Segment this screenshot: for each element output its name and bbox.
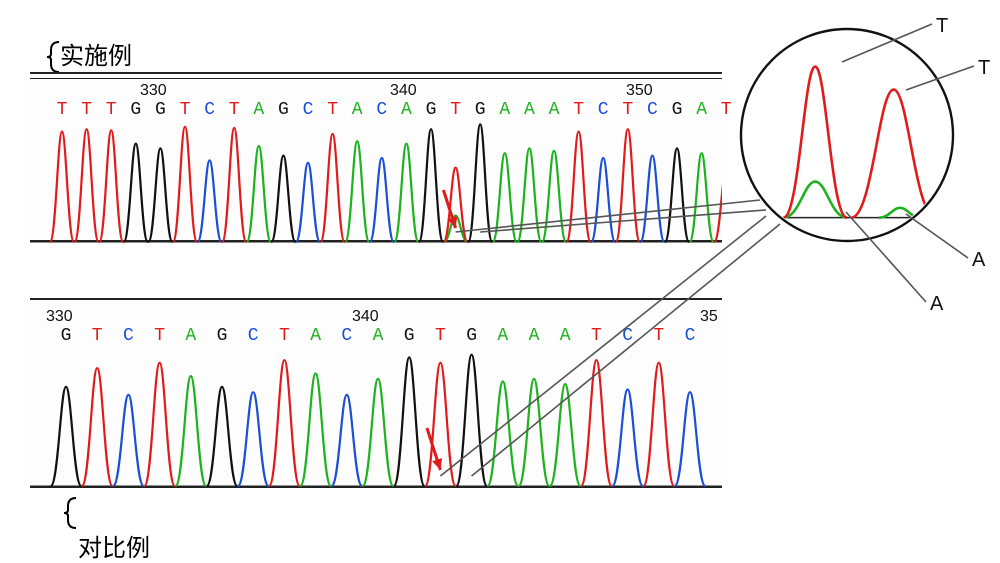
sequence-base: T xyxy=(586,326,606,346)
sequence-base: A xyxy=(524,326,544,346)
sequence-base: T xyxy=(618,100,638,120)
sequence-base: C xyxy=(680,326,700,346)
sequence-base: A xyxy=(519,100,539,120)
zoom-content xyxy=(741,67,953,218)
sequence-base: T xyxy=(224,100,244,120)
sequence-base: A xyxy=(249,100,269,120)
sequence-base: G xyxy=(212,326,232,346)
chromatogram-panel-top: 330340350TTTGGTCTAGCTACAGTGAAATCTCGAT xyxy=(30,72,722,242)
chromatogram-panel-bottom: 33034035GTCTAGCTACAGTGAAATCTC xyxy=(30,298,722,488)
sequence-base: T xyxy=(446,100,466,120)
sequence-base: T xyxy=(150,326,170,346)
sequence-base: A xyxy=(347,100,367,120)
zoom-peak-label: T xyxy=(978,57,990,79)
sequence-base: G xyxy=(667,100,687,120)
zoom-circle-icon xyxy=(741,29,953,241)
sequence-base: A xyxy=(692,100,712,120)
sequence-base: C xyxy=(642,100,662,120)
axis-tick: 330 xyxy=(140,82,167,100)
zoom-leader-line xyxy=(842,24,932,62)
sequence-base: A xyxy=(396,100,416,120)
sequence-base: A xyxy=(306,326,326,346)
sequence-base: C xyxy=(200,100,220,120)
panel-top-inner-rule xyxy=(30,78,722,79)
zoom-leader-line xyxy=(906,214,968,258)
axis-tick: 330 xyxy=(46,308,73,326)
zoom-peak-label: T xyxy=(936,15,948,37)
axis-tick: 340 xyxy=(352,308,379,326)
sequence-base: C xyxy=(243,326,263,346)
sequence-base: A xyxy=(544,100,564,120)
zoom-peak-label: A xyxy=(972,249,986,271)
sequence-base: C xyxy=(372,100,392,120)
sequence-base: T xyxy=(101,100,121,120)
sequence-base: A xyxy=(495,100,515,120)
zoom-leader-line xyxy=(906,66,974,90)
axis-tick: 340 xyxy=(390,82,417,100)
sequence-base: T xyxy=(323,100,343,120)
sequence-base: C xyxy=(118,326,138,346)
sequence-base: G xyxy=(421,100,441,120)
label-top: 实施例 xyxy=(60,36,132,71)
zoom-peak-label: A xyxy=(930,293,944,315)
axis-tick: 350 xyxy=(626,82,653,100)
zoom-leader-line xyxy=(846,212,926,302)
sequence-base: G xyxy=(399,326,419,346)
sequence-base: T xyxy=(649,326,669,346)
sequence-base: G xyxy=(150,100,170,120)
sequence-base: A xyxy=(181,326,201,346)
brace-top-icon xyxy=(47,40,67,74)
peaks-svg xyxy=(30,120,722,244)
peaks-svg xyxy=(30,350,722,488)
sequence-base: C xyxy=(298,100,318,120)
sequence-base: T xyxy=(87,326,107,346)
sequence-base: G xyxy=(462,326,482,346)
brace-bottom-icon xyxy=(64,496,84,530)
sequence-base: T xyxy=(175,100,195,120)
sequence-base: T xyxy=(274,326,294,346)
sequence-base: T xyxy=(430,326,450,346)
axis-tick: 35 xyxy=(700,308,718,326)
sequence-base: A xyxy=(493,326,513,346)
sequence-base: T xyxy=(52,100,72,120)
sequence-base: G xyxy=(470,100,490,120)
sequence-base: C xyxy=(618,326,638,346)
sequence-base: C xyxy=(593,100,613,120)
sequence-base: A xyxy=(368,326,388,346)
sequence-base: T xyxy=(569,100,589,120)
sequence-base: T xyxy=(77,100,97,120)
sequence-base: G xyxy=(56,326,76,346)
label-bottom: 对比例 xyxy=(78,528,150,563)
sequence-base: T xyxy=(716,100,736,120)
sequence-base: C xyxy=(337,326,357,346)
sequence-base: A xyxy=(555,326,575,346)
sequence-base: G xyxy=(126,100,146,120)
sequence-base: G xyxy=(273,100,293,120)
